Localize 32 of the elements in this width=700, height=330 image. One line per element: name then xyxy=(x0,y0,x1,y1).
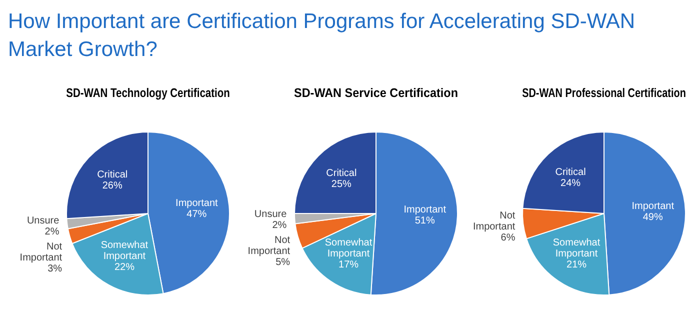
data-label: 2% xyxy=(44,226,60,238)
slice-label: Unsure xyxy=(254,209,288,220)
text: How Important are Certification Programs for Accelerating SD-WAN Market Growth? xyxy=(8,9,636,63)
data-label: 25% xyxy=(331,179,352,190)
slice-label: Unsure xyxy=(26,215,60,226)
slice-label: Important xyxy=(176,198,218,210)
data-label: 6% xyxy=(500,232,516,244)
chart-title: SD-WAN Service Certification xyxy=(294,86,458,100)
data-label: 22% xyxy=(114,262,135,274)
data-label: 24% xyxy=(560,178,581,190)
data-label: 51% xyxy=(414,215,435,226)
slice-label: Critical xyxy=(555,167,586,178)
slice-label: Critical xyxy=(97,169,128,180)
slice-label: Somewhat Important xyxy=(552,238,600,260)
slice-label: Important xyxy=(404,204,446,216)
slice-label: Somewhat Important xyxy=(100,240,148,262)
data-label: 26% xyxy=(102,180,122,192)
slice-label: Somewhat Important xyxy=(324,238,372,260)
slice-label: Not Important xyxy=(248,235,290,258)
data-label: 5% xyxy=(276,257,290,268)
data-label: 49% xyxy=(642,212,663,224)
data-label: 47% xyxy=(186,209,207,220)
data-label: 17% xyxy=(338,260,359,271)
chart-title: SD-WAN Technology Certification xyxy=(66,87,230,100)
data-label: 3% xyxy=(48,263,62,274)
data-label: 2% xyxy=(272,220,287,232)
slice-label: Not Important xyxy=(472,210,516,233)
slice-label: Critical xyxy=(326,168,357,180)
slice-label: Not Important xyxy=(20,241,62,264)
slice-label: Important xyxy=(632,201,674,212)
data-label: 21% xyxy=(566,260,587,271)
chart-title: SD-WAN Professional Certification xyxy=(522,87,686,100)
